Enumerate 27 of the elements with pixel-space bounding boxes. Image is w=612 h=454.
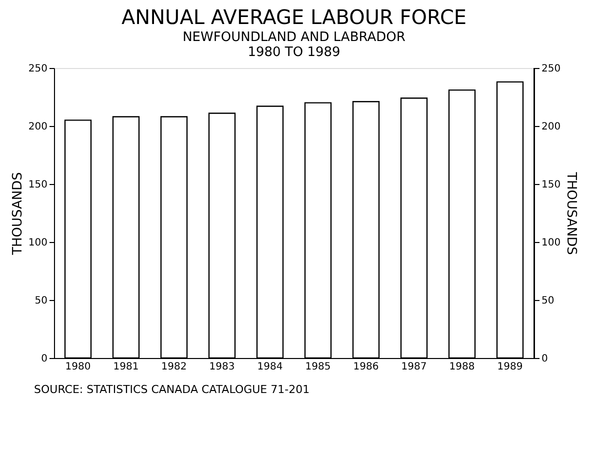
y-tick-label: 250 [28, 64, 48, 74]
y2-tick-label: 50 [542, 296, 554, 306]
x-tick-label: 1987 [401, 362, 427, 372]
y2-tick-label: 0 [542, 354, 548, 364]
x-tick-label: 1984 [257, 362, 283, 372]
y-axis-title: THOUSANDS [10, 172, 26, 256]
x-tick-label: 1986 [353, 362, 379, 372]
y-tick-label: 100 [28, 238, 48, 248]
x-tick-label: 1985 [305, 362, 331, 372]
source-note: SOURCE: STATISTICS CANADA CATALOGUE 71-201 [34, 383, 310, 396]
y2-tick-label: 100 [542, 238, 561, 248]
chart-title: ANNUAL AVERAGE LABOUR FORCE [121, 5, 467, 29]
x-tick-label: 1980 [65, 362, 91, 372]
y2-tick-label: 150 [542, 180, 561, 190]
y2-axis-title: THOUSANDS [564, 171, 579, 255]
x-tick-label: 1981 [113, 362, 139, 372]
x-tick-label: 1988 [449, 362, 475, 372]
chart-subtitle: NEWFOUNDLAND AND LABRADOR 1980 TO 1989 [182, 30, 406, 60]
y-tick-label: 200 [28, 122, 48, 132]
x-tick-label: 1982 [161, 362, 187, 372]
y2-tick-label: 200 [542, 122, 561, 132]
y-tick-label: 50 [34, 296, 48, 306]
x-tick-label: 1989 [497, 362, 523, 372]
x-tick-label: 1983 [209, 362, 235, 372]
y-tick-label: 150 [28, 180, 48, 190]
y2-tick-label: 250 [542, 64, 561, 74]
y-tick-label: 0 [41, 354, 48, 364]
